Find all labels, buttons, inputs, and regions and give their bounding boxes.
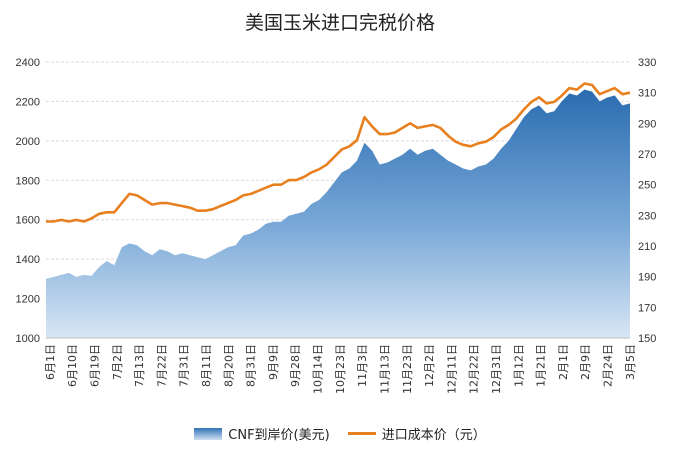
x-tick-label: 12月2日 <box>423 344 436 387</box>
y-left-tick-label: 2000 <box>16 136 40 148</box>
x-tick-label: 7月13日 <box>133 344 146 387</box>
x-tick-label: 3月5日 <box>624 344 637 380</box>
legend-label-cnf: CNF到岸价(美元) <box>228 428 330 443</box>
legend-label-cost: 进口成本价（元） <box>381 428 486 443</box>
chart-svg: 1000 1200 1400 1600 1800 2000 2200 2400 150 170 19… <box>16 57 657 394</box>
y-right-tick-label: 150 <box>638 333 656 345</box>
x-tick-label: 1月12日 <box>512 344 525 387</box>
x-tick-label: 8月31日 <box>245 344 258 387</box>
x-tick-label: 10月14日 <box>312 344 325 394</box>
y-left-tick-label: 1000 <box>16 333 40 345</box>
y-left-tick-label: 1400 <box>16 254 40 266</box>
x-tick-label: 11月23日 <box>401 344 414 394</box>
y-right-tick-label: 190 <box>638 272 656 284</box>
x-tick-label: 8月20日 <box>222 344 235 387</box>
x-tick-label: 12月31日 <box>490 344 503 394</box>
x-tick-label: 9月28日 <box>289 344 302 387</box>
cost-line-series <box>46 82 631 223</box>
x-tick-label: 7月31日 <box>178 344 191 387</box>
x-tick-label: 2月9日 <box>579 344 592 380</box>
legend-item-cost: 进口成本价（元） <box>347 424 486 443</box>
x-tick-label: 6月10日 <box>66 344 79 387</box>
y-left-tick-label: 1200 <box>16 294 40 306</box>
y-right-tick-label: 170 <box>638 302 656 314</box>
x-tick-label: 12月11日 <box>445 344 458 394</box>
y-right-tick-label: 250 <box>638 180 656 192</box>
y-right-tick-label: 310 <box>638 88 656 100</box>
x-tick-label: 11月13日 <box>378 344 391 394</box>
legend: CNF到岸价(美元) 进口成本价（元） <box>0 424 680 443</box>
x-tick-label: 10月23日 <box>334 344 347 394</box>
x-tick-label: 8月11日 <box>200 344 213 387</box>
chart-title: 美国玉米进口完税价格 <box>244 12 435 34</box>
legend-swatch-area <box>194 427 223 440</box>
legend-item-cnf: CNF到岸价(美元) <box>194 424 330 443</box>
y-left-tick-label: 1600 <box>16 215 40 227</box>
y-right-tick-label: 330 <box>638 57 656 69</box>
x-tick-label: 6月19日 <box>88 344 101 387</box>
y-right-tick-label: 290 <box>638 118 656 130</box>
x-tick-label: 2月1日 <box>557 344 570 380</box>
cnf-area-series <box>46 89 630 338</box>
y-left-tick-label: 2400 <box>16 57 40 69</box>
x-tick-label: 7月2日 <box>111 344 124 380</box>
y-left-tick-label: 1800 <box>16 175 40 187</box>
x-tick-label: 1月21日 <box>535 344 548 387</box>
y-right-tick-label: 230 <box>638 210 656 222</box>
x-tick-label: 6月1日 <box>44 344 57 380</box>
y-right-tick-label: 210 <box>638 241 656 253</box>
x-tick-label: 11月3日 <box>356 344 369 387</box>
x-tick-label: 7月22日 <box>155 344 168 387</box>
legend-swatch-line <box>347 432 376 435</box>
x-tick-label: 12月22日 <box>468 344 481 394</box>
x-tick-label: 2月24日 <box>602 344 615 387</box>
x-tick-label: 9月9日 <box>267 344 280 380</box>
y-right-tick-label: 270 <box>638 149 656 161</box>
y-left-tick-label: 2200 <box>16 96 40 108</box>
